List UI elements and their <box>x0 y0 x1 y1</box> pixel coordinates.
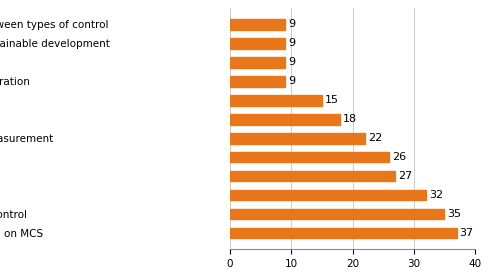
Bar <box>230 114 340 125</box>
Bar <box>230 19 285 30</box>
Text: 26: 26 <box>392 152 406 162</box>
Text: 15: 15 <box>325 95 339 105</box>
Bar <box>230 152 389 163</box>
Text: 9: 9 <box>288 19 296 29</box>
Text: 18: 18 <box>344 114 357 124</box>
Text: 37: 37 <box>460 228 474 238</box>
Text: 27: 27 <box>398 171 412 181</box>
Bar <box>230 57 285 68</box>
Text: 9: 9 <box>288 39 296 48</box>
Text: 9: 9 <box>288 57 296 67</box>
Bar <box>230 76 285 87</box>
Bar <box>230 209 444 219</box>
Bar <box>230 133 365 143</box>
Bar <box>230 95 322 106</box>
Bar <box>230 228 456 238</box>
Text: 9: 9 <box>288 76 296 86</box>
Text: 32: 32 <box>429 190 443 200</box>
Text: 35: 35 <box>448 209 462 219</box>
Bar <box>230 190 426 201</box>
Bar <box>230 38 285 49</box>
Bar <box>230 171 396 181</box>
Text: 22: 22 <box>368 133 382 143</box>
